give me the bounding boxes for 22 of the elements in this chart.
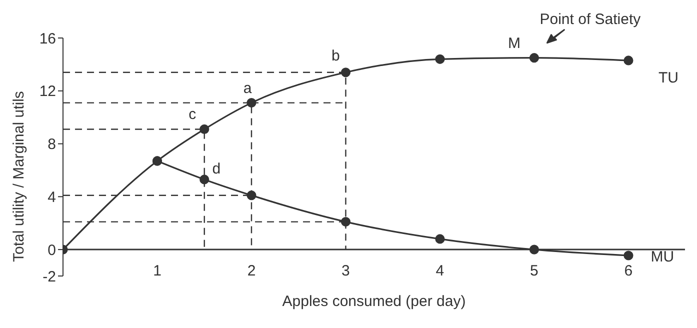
x-tick-label: 4 xyxy=(436,262,444,280)
y-tick-label: 8 xyxy=(48,136,56,154)
x-axis-title: Apples consumed (per day) xyxy=(282,293,466,310)
annotation: b xyxy=(332,47,340,64)
y-tick-label: 0 xyxy=(48,242,56,259)
x-tick-label: 5 xyxy=(530,262,538,280)
series-label: MU xyxy=(650,248,674,266)
x-tick-label: 3 xyxy=(342,262,350,280)
x-tick-label: 1 xyxy=(153,262,162,280)
annotation: a xyxy=(243,80,252,97)
annotation: Point of Satiety xyxy=(540,10,642,28)
annotation: d xyxy=(212,160,221,178)
x-tick-label: 2 xyxy=(247,262,256,280)
annotation: c xyxy=(188,106,197,124)
y-tick-label: 12 xyxy=(39,83,56,100)
y-axis-title: Total utility / Marginal utils xyxy=(10,91,28,262)
y-tick-label: 16 xyxy=(39,30,56,48)
x-tick-label: 6 xyxy=(624,262,633,280)
series-label: TU xyxy=(658,69,678,86)
y-tick-label: -2 xyxy=(42,268,56,286)
annotation: M xyxy=(508,34,520,52)
y-tick-label: 4 xyxy=(48,188,56,206)
